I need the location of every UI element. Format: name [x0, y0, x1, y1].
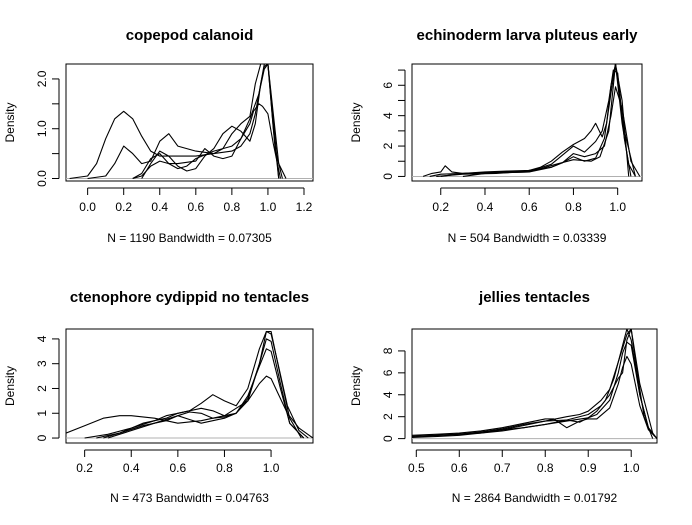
y-tick-label: 1	[35, 410, 49, 417]
y-tick-label: 4	[381, 112, 395, 119]
y-tick-label: 2.0	[35, 70, 49, 87]
density-curve-4	[440, 64, 630, 177]
x-tick-label: 1.0	[623, 461, 640, 475]
density-curve-2	[87, 64, 283, 180]
x-tick-label: 1.0	[260, 200, 277, 214]
density-curve-3	[103, 330, 302, 439]
y-tick-label: 4	[35, 335, 49, 342]
x-tick-label: 0.8	[537, 461, 554, 475]
density-curves	[422, 64, 641, 177]
density-curves	[412, 329, 657, 439]
density-curve-5	[132, 64, 280, 180]
density-curve-3	[132, 103, 282, 179]
x-axis-label: N = 504 Bandwidth = 0.03339	[448, 231, 607, 245]
x-tick-label: 0.2	[76, 461, 93, 475]
x-tick-label: 0.8	[565, 200, 582, 214]
density-curves	[69, 64, 287, 180]
chart-title: echinoderm larva pluteus early	[417, 27, 639, 44]
x-tick-label: 0.4	[123, 461, 140, 475]
density-curve-3	[412, 355, 657, 439]
density-panel-3: ctenophore cydippid no tentacles 0.2 0.4 0.…	[3, 289, 314, 505]
density-curves	[66, 330, 313, 439]
y-tick-label: 1.0	[35, 120, 49, 137]
density-curve-5	[96, 348, 305, 439]
density-curve-4	[141, 64, 280, 179]
x-axis-label: N = 1190 Bandwidth = 0.07305	[107, 231, 272, 245]
y-tick-label: 2	[35, 385, 49, 392]
x-tick-label: 0.6	[451, 461, 468, 475]
plot-frame	[411, 328, 658, 444]
density-panel-4: jellies tentacles 0.5 0.6 0.7 0.8 0.9 1.0 0 2 4 6 8…	[349, 289, 658, 505]
density-panel-2: echinoderm larva pluteus early 0.2 0.4 0.6 0…	[349, 27, 643, 245]
y-tick-label: 0	[35, 434, 49, 441]
x-tick-label: 0.8	[216, 461, 233, 475]
y-tick-label: 6	[381, 369, 395, 376]
x-tick-label: 0.4	[151, 200, 168, 214]
density-curve-1	[69, 64, 287, 180]
y-tick-label: 6	[381, 82, 395, 89]
x-tick-label: 0.0	[79, 200, 96, 214]
x-tick-label: 1.2	[296, 200, 313, 214]
density-curve-1	[412, 329, 657, 439]
x-tick-label: 0.9	[580, 461, 597, 475]
x-tick-label: 0.6	[187, 200, 204, 214]
y-tick-label: 0	[381, 435, 395, 442]
y-tick-label: 0	[381, 173, 395, 180]
y-tick-label: 3	[35, 360, 49, 367]
x-tick-label: 1.0	[263, 461, 280, 475]
x-tick-label: 0.8	[224, 200, 241, 214]
x-tick-label: 0.4	[477, 200, 494, 214]
x-tick-label: 0.6	[170, 461, 187, 475]
y-axis-label: Density	[3, 102, 17, 142]
density-curve-4	[416, 341, 657, 439]
density-curve-5	[436, 64, 636, 177]
y-tick-label: 8	[381, 347, 395, 354]
y-axis-label: Density	[349, 366, 363, 406]
x-tick-label: 0.6	[521, 200, 538, 214]
x-tick-label: 0.5	[408, 461, 425, 475]
y-tick-label: 0.0	[35, 170, 49, 187]
x-axis-label: N = 473 Bandwidth = 0.04763	[110, 491, 269, 505]
x-axis-label: N = 2864 Bandwidth = 0.01792	[452, 491, 618, 505]
plot-frame	[65, 63, 314, 182]
density-curve-1	[66, 375, 313, 439]
density-curve-2	[429, 69, 632, 177]
x-tick-label: 0.2	[115, 200, 132, 214]
x-tick-label: 0.2	[432, 200, 449, 214]
y-tick-label: 2	[381, 413, 395, 420]
plot-frame	[411, 63, 643, 182]
chart-title: copepod calanoid	[126, 27, 254, 44]
y-axis-label: Density	[3, 366, 17, 406]
x-tick-label: 0.7	[494, 461, 511, 475]
y-tick-label: 2	[381, 142, 395, 149]
density-panel-1: copepod calanoid 0.0 0.2 0.4 0.6 0.8 1.0 1.2 0.0…	[3, 27, 314, 245]
y-axis-label: Density	[349, 102, 363, 142]
density-curve-1	[422, 64, 636, 177]
y-tick-label: 4	[381, 391, 395, 398]
chart-title: ctenophore cydippid no tentacles	[70, 289, 309, 306]
density-curve-3	[462, 86, 641, 177]
x-tick-label: 1.0	[609, 200, 626, 214]
chart-title: jellies tentacles	[478, 289, 590, 306]
density-curve-5	[412, 329, 654, 439]
plot-frame	[65, 328, 314, 444]
density-curve-4	[107, 338, 305, 439]
